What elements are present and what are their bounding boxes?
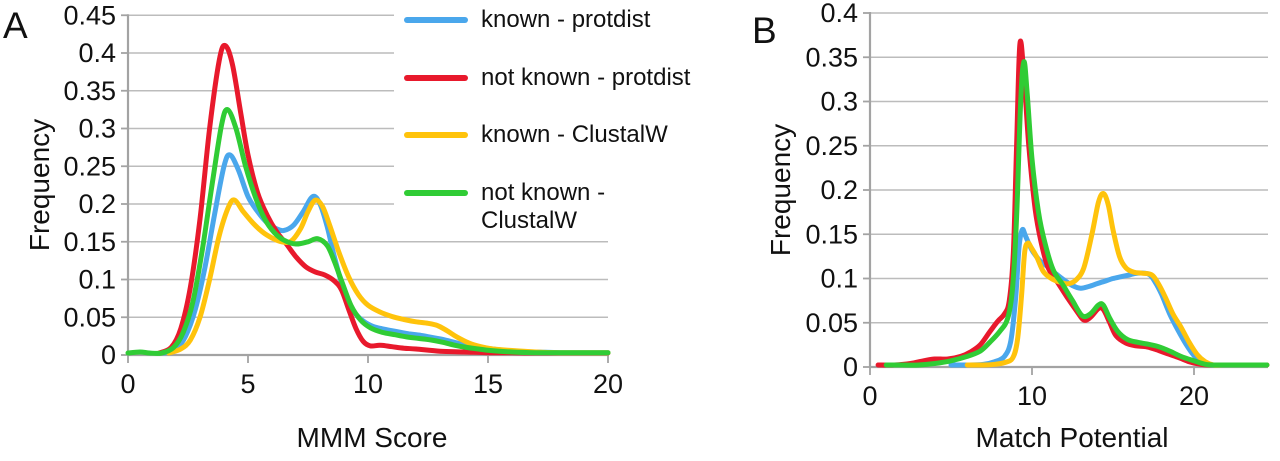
y-tick-label: 0.45	[63, 0, 116, 30]
y-tick-label: 0.1	[78, 265, 116, 295]
y-tick-label: 0.05	[63, 302, 116, 332]
panel-label-b: B	[752, 10, 777, 51]
series-line	[156, 42, 611, 356]
series-line	[166, 197, 611, 356]
x-tick-label: 20	[1179, 381, 1209, 411]
y-tick-label: 0.3	[78, 114, 116, 144]
y-tick-label: 0.05	[805, 308, 858, 338]
y-tick-label: 0.25	[63, 151, 116, 181]
series-line	[964, 191, 1270, 368]
legend: known - protdist not known - protdist know…	[394, 0, 702, 238]
legend-swatch	[404, 17, 468, 23]
series-line	[948, 226, 1270, 368]
x-tick-label: 0	[120, 369, 135, 399]
x-tick-label: 0	[862, 381, 877, 411]
series-line	[875, 38, 1270, 368]
y-tick-label: 0.1	[820, 264, 858, 294]
y-tick-label: 0.15	[63, 227, 116, 257]
legend-label: not known - protdist	[481, 64, 691, 91]
legend-swatch	[404, 190, 468, 196]
x-tick-label: 10	[1017, 381, 1047, 411]
y-tick-label: 0.4	[820, 0, 858, 28]
y-tick-label: 0.35	[805, 42, 858, 72]
x-tick-label: 20	[593, 369, 623, 399]
y-tick-label: 0.25	[805, 131, 858, 161]
legend-label: known - protdist	[481, 6, 651, 33]
legend-item: not known - ClustalW	[404, 179, 605, 235]
legend-item: known - ClustalW	[404, 121, 668, 149]
y-tick-label: 0.4	[78, 38, 116, 68]
y-tick-label: 0.15	[805, 219, 858, 249]
y-axis-title-b: Frequency	[765, 123, 796, 257]
panel-label-a: A	[3, 5, 28, 46]
series-line	[125, 107, 611, 356]
y-tick-label: 0.2	[820, 175, 858, 205]
y-tick-label: 0.35	[63, 76, 116, 106]
x-tick-label: 10	[353, 369, 383, 399]
y-axis-title-a: Frequency	[24, 118, 55, 252]
y-tick-label: 0.3	[820, 87, 858, 117]
legend-swatch	[404, 75, 468, 81]
x-axis-title-b: Match Potential	[975, 422, 1169, 453]
legend-label: known - ClustalW	[481, 121, 668, 148]
legend-label: not known - ClustalW	[481, 179, 606, 234]
y-tick-label: 0	[843, 352, 858, 382]
y-tick-label: 0.2	[78, 189, 116, 219]
x-axis-title-a: MMM Score	[296, 422, 448, 453]
series-line	[883, 59, 1270, 368]
x-tick-label: 5	[240, 369, 255, 399]
x-tick-label: 15	[473, 369, 503, 399]
legend-swatch	[404, 132, 468, 138]
legend-item: known - protdist	[404, 6, 650, 34]
legend-item: not known - protdist	[404, 64, 690, 92]
y-tick-label: 0	[101, 340, 116, 370]
